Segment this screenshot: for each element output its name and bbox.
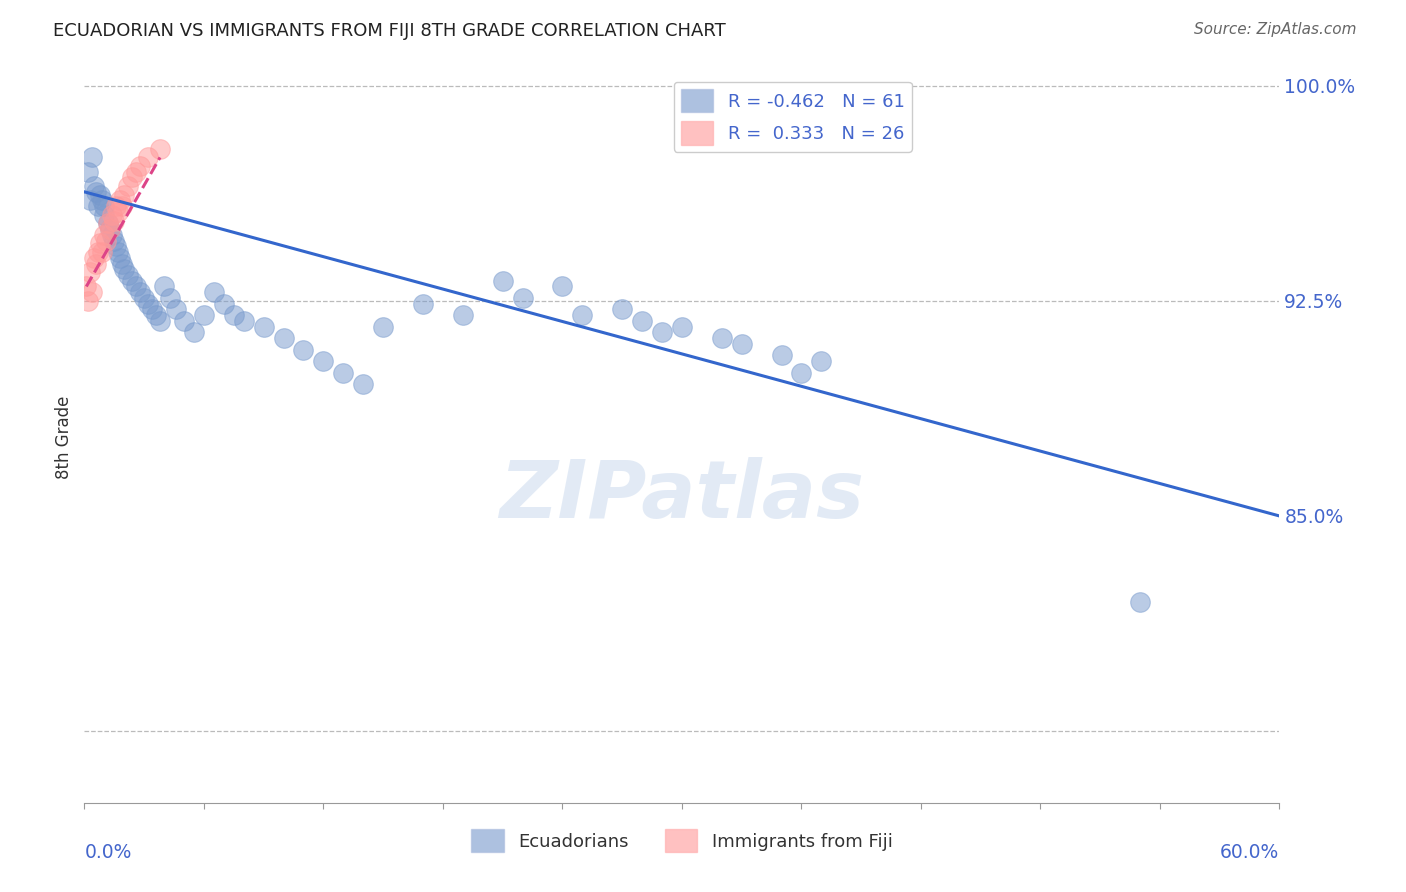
Point: [232, 314, 254, 328]
Point: [273, 331, 295, 345]
Point: [631, 314, 654, 328]
Point: [352, 377, 374, 392]
Point: [332, 366, 354, 380]
Point: [89, 236, 111, 251]
Point: [105, 199, 128, 213]
Point: [111, 256, 134, 270]
Point: [101, 227, 124, 242]
Point: [91, 194, 114, 208]
Point: [103, 213, 125, 227]
Point: [193, 308, 215, 322]
Point: [292, 343, 315, 357]
Point: [141, 302, 163, 317]
Legend: Ecuadorians, Immigrants from Fiji: Ecuadorians, Immigrants from Fiji: [464, 822, 900, 860]
Point: [93, 227, 115, 242]
Point: [86, 185, 108, 199]
Point: [93, 199, 115, 213]
Point: [77, 293, 100, 308]
Point: [451, 308, 474, 322]
Point: [79, 194, 101, 208]
Text: ZIPatlas: ZIPatlas: [499, 457, 865, 534]
Point: [96, 234, 118, 248]
Point: [103, 234, 125, 248]
Point: [110, 251, 132, 265]
Point: [129, 285, 152, 300]
Point: [173, 314, 195, 328]
Point: [97, 216, 120, 230]
Point: [111, 199, 134, 213]
Point: [731, 336, 754, 351]
Point: [810, 354, 832, 368]
Point: [107, 245, 129, 260]
Point: [129, 159, 152, 173]
Point: [373, 319, 395, 334]
Point: [101, 208, 124, 222]
Point: [671, 319, 693, 334]
Point: [153, 279, 176, 293]
Point: [79, 265, 101, 279]
Text: Source: ZipAtlas.com: Source: ZipAtlas.com: [1194, 22, 1357, 37]
Point: [512, 291, 534, 305]
Point: [82, 150, 104, 164]
Point: [253, 319, 276, 334]
Point: [770, 348, 793, 362]
Point: [83, 251, 105, 265]
Point: [571, 308, 593, 322]
Point: [75, 279, 97, 293]
Point: [492, 274, 515, 288]
Point: [98, 222, 121, 236]
Point: [183, 326, 205, 340]
Point: [790, 366, 813, 380]
Point: [125, 279, 148, 293]
Point: [136, 150, 159, 164]
Point: [136, 296, 159, 310]
Point: [149, 314, 172, 328]
Point: [121, 274, 143, 288]
Text: ECUADORIAN VS IMMIGRANTS FROM FIJI 8TH GRADE CORRELATION CHART: ECUADORIAN VS IMMIGRANTS FROM FIJI 8TH G…: [53, 22, 725, 40]
Point: [110, 194, 132, 208]
Point: [105, 239, 128, 253]
Point: [97, 216, 120, 230]
Point: [125, 165, 148, 179]
Text: 60.0%: 60.0%: [1220, 843, 1279, 862]
Point: [112, 187, 135, 202]
Point: [98, 222, 121, 236]
Point: [1129, 595, 1152, 609]
Point: [117, 268, 139, 282]
Point: [149, 142, 172, 156]
Point: [202, 285, 225, 300]
Point: [145, 308, 167, 322]
Point: [91, 245, 114, 260]
Point: [710, 331, 733, 345]
Text: 0.0%: 0.0%: [84, 843, 132, 862]
Point: [132, 291, 156, 305]
Point: [212, 296, 235, 310]
Point: [93, 208, 115, 222]
Point: [165, 302, 187, 317]
Point: [89, 187, 111, 202]
Point: [77, 165, 100, 179]
Point: [82, 285, 104, 300]
Y-axis label: 8th Grade: 8th Grade: [55, 395, 73, 479]
Point: [87, 199, 110, 213]
Point: [612, 302, 634, 317]
Point: [551, 279, 574, 293]
Point: [412, 296, 434, 310]
Point: [121, 170, 143, 185]
Point: [159, 291, 181, 305]
Point: [651, 326, 673, 340]
Point: [83, 179, 105, 194]
Point: [222, 308, 245, 322]
Point: [112, 262, 135, 277]
Point: [107, 205, 129, 219]
Point: [117, 179, 139, 194]
Point: [86, 256, 108, 270]
Point: [312, 354, 335, 368]
Point: [87, 245, 110, 260]
